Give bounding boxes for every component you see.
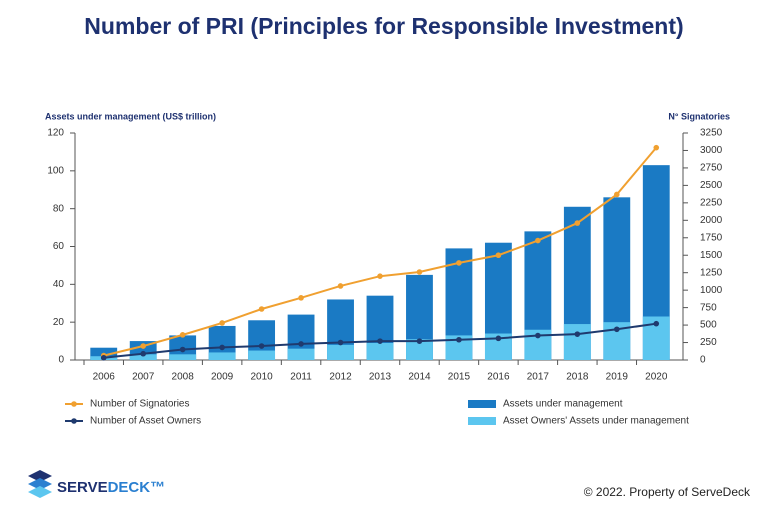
y2-tick-label: 250 [700,337,717,348]
point [298,341,304,347]
point [416,269,423,275]
y2-tick-label: 0 [700,355,706,366]
logo-part: SERVE [57,479,108,496]
x-tick-label: 2016 [487,372,510,383]
bar [208,352,236,360]
point [653,320,660,327]
copyright: © 2022. Property of ServeDeck [584,485,751,499]
y-tick-label: 100 [47,165,64,176]
point [416,338,423,344]
point [100,354,107,361]
bar [327,344,354,360]
bar [563,324,591,360]
logo: SERVEDECK™ [28,470,165,498]
logo-text: SERVEDECK™ [57,479,165,496]
x-tick-label: 2006 [93,372,116,383]
point [140,350,146,357]
y2-tick-label: 2750 [700,163,723,174]
point [495,252,502,259]
point [614,326,620,333]
point [298,295,304,301]
x-tick-label: 2015 [448,372,471,383]
x-tick-label: 2013 [369,372,392,383]
x-tick-label: 2009 [211,372,234,383]
y2-tick-label: 1000 [700,285,723,296]
y2-tick-label: 750 [700,302,717,313]
y2-tick-label: 1750 [700,232,723,243]
legend-label: Number of Signatories [90,399,190,410]
x-tick-label: 2010 [250,372,273,383]
point [574,220,581,226]
bar [248,350,276,360]
point [258,306,265,312]
y-tick-label: 40 [53,279,65,290]
legend-label: Asset Owners' Assets under management [503,416,689,427]
point [337,283,344,289]
x-tick-label: 2012 [329,372,352,383]
y-tick-label: 20 [53,317,65,328]
y2-tick-label: 500 [700,320,717,331]
y2-tick-label: 1250 [700,267,723,278]
bar [406,339,433,360]
y2-tick-label: 3250 [700,128,723,139]
x-tick-label: 2018 [566,372,589,383]
legend-label: Assets under management [503,399,623,410]
y-axis-label: Assets under management (US$ trillion) [45,111,216,121]
y2-tick-label: 2500 [700,180,723,191]
legend-point [71,418,77,424]
legend-swatch [468,417,496,425]
bar [169,354,197,360]
point [377,273,383,279]
x-tick-label: 2017 [527,372,550,383]
point [653,144,660,151]
point [535,332,541,339]
y2-tick-label: 2000 [700,215,723,226]
legend-label: Number of Asset Owners [90,416,201,427]
y2-axis-label: N° Signatories [668,111,730,121]
point [456,260,462,266]
y-tick-label: 120 [47,128,64,139]
y2-tick-label: 1500 [700,250,723,261]
point [179,332,186,338]
x-tick-label: 2008 [172,372,195,383]
point [219,320,225,326]
y-tick-label: 60 [53,241,65,252]
logo-part: DECK™ [108,479,166,496]
x-tick-label: 2020 [645,372,668,383]
point [614,191,620,198]
legend-swatch [468,400,496,408]
bar [366,342,394,360]
point [179,346,186,353]
point [140,343,146,349]
y2-tick-label: 3000 [700,145,723,156]
x-tick-label: 2011 [290,372,312,383]
y2-tick-label: 2250 [700,197,723,208]
x-tick-label: 2019 [606,372,629,383]
point [535,237,541,244]
x-tick-label: 2014 [408,372,431,383]
point [258,343,265,349]
bar [129,354,157,360]
point [495,335,502,342]
x-tick-label: 2007 [132,372,155,383]
y-tick-label: 80 [53,203,65,214]
point [219,344,225,351]
point [377,338,383,344]
legend-point [71,401,77,407]
point [574,331,581,337]
title: Number of PRI (Principles for Responsibl… [84,13,683,39]
point [337,339,344,346]
bar [287,348,315,360]
point [456,336,462,343]
y-tick-label: 0 [58,355,64,366]
